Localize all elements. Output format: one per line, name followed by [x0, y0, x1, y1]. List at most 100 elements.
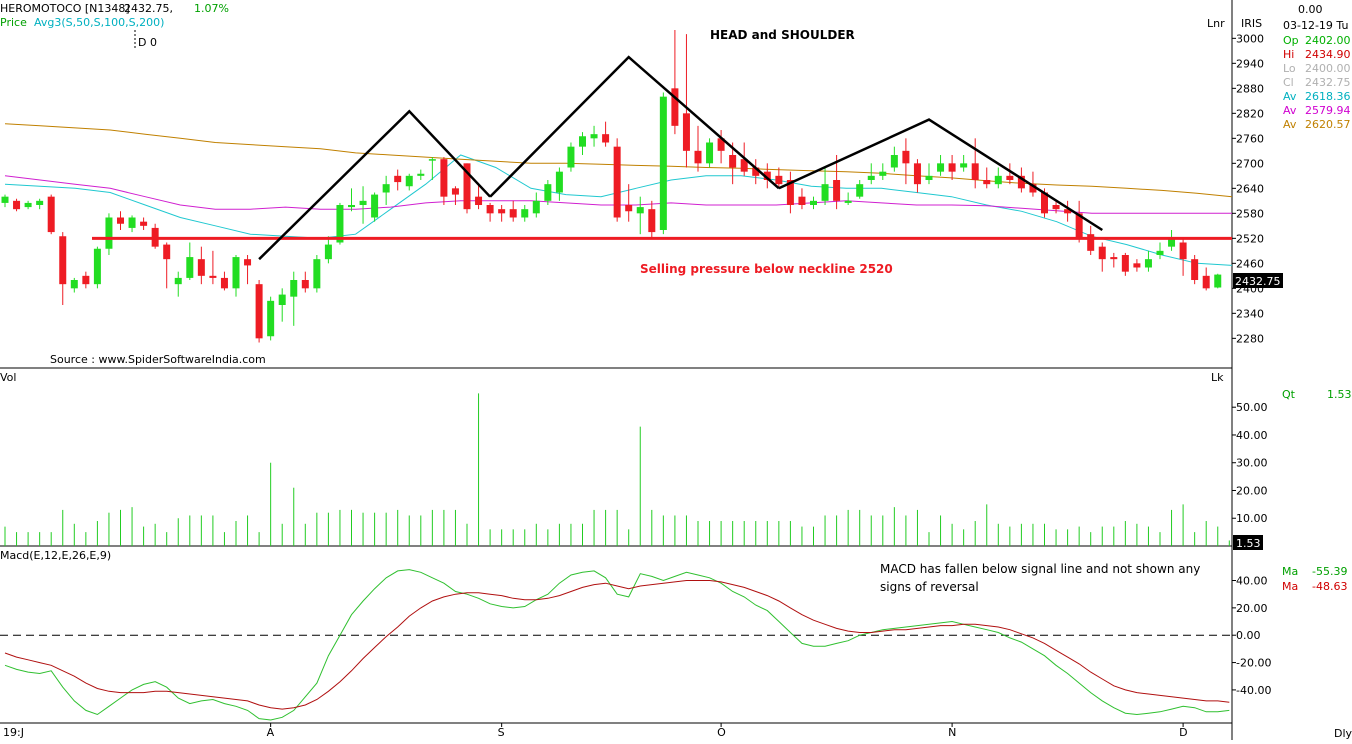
candle-body [1110, 257, 1118, 260]
candle-body [93, 248, 101, 285]
price-axis-tick-label: 2820 [1236, 107, 1264, 120]
macd-axis-tick-label: 40.00 [1236, 575, 1268, 588]
candle-body [82, 275, 90, 285]
qt-label: Qt [1282, 388, 1296, 401]
candle-body [24, 202, 32, 208]
period-label[interactable]: Dly [1334, 727, 1352, 740]
candle-body [463, 163, 471, 210]
info-row-value: 2432.75 [1305, 76, 1351, 89]
candle-body [579, 136, 586, 147]
time-axis-start: 19:J [3, 726, 24, 739]
candle-body [486, 205, 494, 214]
candle-body [937, 163, 945, 172]
candle-body [659, 96, 667, 231]
price-axis-tick-label: 2460 [1236, 257, 1264, 270]
volume-scale-label[interactable]: Lk [1211, 371, 1224, 384]
candle-body [856, 184, 864, 197]
candle-body [336, 205, 344, 243]
volume-bars [4, 393, 1230, 546]
qt-value: 1.53 [1327, 388, 1352, 401]
info-row-value: 2618.36 [1305, 90, 1351, 103]
macd-axis: 40.00 20.00 0.00 -20.00 -40.00 [0, 575, 1271, 697]
macd-ma1-label: Ma [1282, 565, 1298, 578]
macd-series-line [4, 580, 1230, 710]
candle-body [810, 200, 817, 205]
macd-lines [4, 569, 1230, 721]
candle-body [36, 200, 44, 205]
time-axis-month-label: O [717, 726, 726, 739]
candle-body [671, 88, 679, 126]
candle-body [902, 150, 910, 164]
candle-body [1006, 175, 1014, 180]
macd-note-line2: signs of reversal [880, 580, 979, 594]
macd-panel-label: Macd(E,12,E,26,E,9) [0, 549, 111, 562]
candle-body [994, 175, 1002, 185]
info-row-label: Av [1283, 104, 1297, 117]
candle-body [140, 221, 148, 226]
candle-body [763, 171, 771, 180]
source-credit: Source : www.SpiderSoftwareIndia.com [50, 353, 266, 366]
candle-body [117, 217, 124, 224]
candle-body [394, 175, 402, 183]
price-axis-tick-label: 2580 [1236, 207, 1264, 220]
candle-body [475, 196, 483, 205]
info-rows: Op 2402.00 Hi 2434.90 Lo 2400.00 Cl 2432.75 Av 26… [1283, 34, 1351, 131]
candle-body [960, 163, 968, 168]
price-axis-tick-label: 2520 [1236, 232, 1264, 245]
macd-axis-tick-label: 20.00 [1236, 602, 1268, 615]
volume-axis-tick-label: 50.00 [1236, 401, 1268, 414]
candle-body [1156, 250, 1164, 255]
volume-axis-tick-label: 30.00 [1236, 457, 1268, 470]
candle-body [879, 171, 887, 176]
candle-body [47, 196, 55, 233]
candle-body [278, 294, 286, 305]
candle-body [590, 134, 598, 139]
time-axis-month-label: S [498, 726, 505, 739]
info-row-value: 2402.00 [1305, 34, 1351, 47]
candle-body [59, 236, 67, 285]
info-date: 03-12-19 Tu [1283, 19, 1348, 32]
candle-body [1168, 238, 1176, 247]
price-axis-tick-label: 3000 [1236, 32, 1264, 45]
macd-axis-tick-label: 0.00 [1236, 629, 1261, 642]
candle-body [451, 188, 459, 195]
candle-body [555, 171, 563, 193]
time-axis-month-label: D [1179, 726, 1187, 739]
candle-body [1087, 234, 1095, 251]
candle-body [752, 167, 760, 176]
price-axis-tick-label: 2280 [1236, 332, 1264, 345]
candle-body [1214, 274, 1222, 288]
candle-body [648, 209, 656, 233]
candle-body [359, 200, 367, 205]
last-price-tag-text: 2432.75 [1235, 275, 1281, 288]
candle-body [706, 142, 714, 164]
candle-body [220, 277, 228, 289]
candle-body [1179, 242, 1187, 260]
candle-body [775, 175, 783, 185]
candle-body [1121, 255, 1129, 272]
candle-body [428, 159, 436, 161]
candle-body [913, 163, 921, 185]
volume-axis-tick-label: 10.00 [1236, 512, 1268, 525]
candle-body [602, 134, 610, 143]
candle-body [417, 173, 425, 176]
volume-panel-label: Vol [0, 371, 16, 384]
candle-body [174, 277, 182, 285]
candle-body [983, 180, 991, 185]
info-row-label: Av [1283, 90, 1297, 103]
candle-body [1191, 259, 1199, 280]
info-row-label: Cl [1283, 76, 1294, 89]
candle-body [567, 146, 575, 168]
candle-body [625, 205, 633, 212]
candle-body [371, 194, 379, 218]
volume-axis-tick-label: 40.00 [1236, 429, 1268, 442]
info-row-value: 2434.90 [1305, 48, 1351, 61]
candle-body [1017, 175, 1025, 189]
candle-body [440, 159, 448, 197]
candle-body [1052, 205, 1060, 210]
scale-mode-label[interactable]: Lnr [1207, 17, 1225, 30]
candle-body [105, 217, 113, 249]
